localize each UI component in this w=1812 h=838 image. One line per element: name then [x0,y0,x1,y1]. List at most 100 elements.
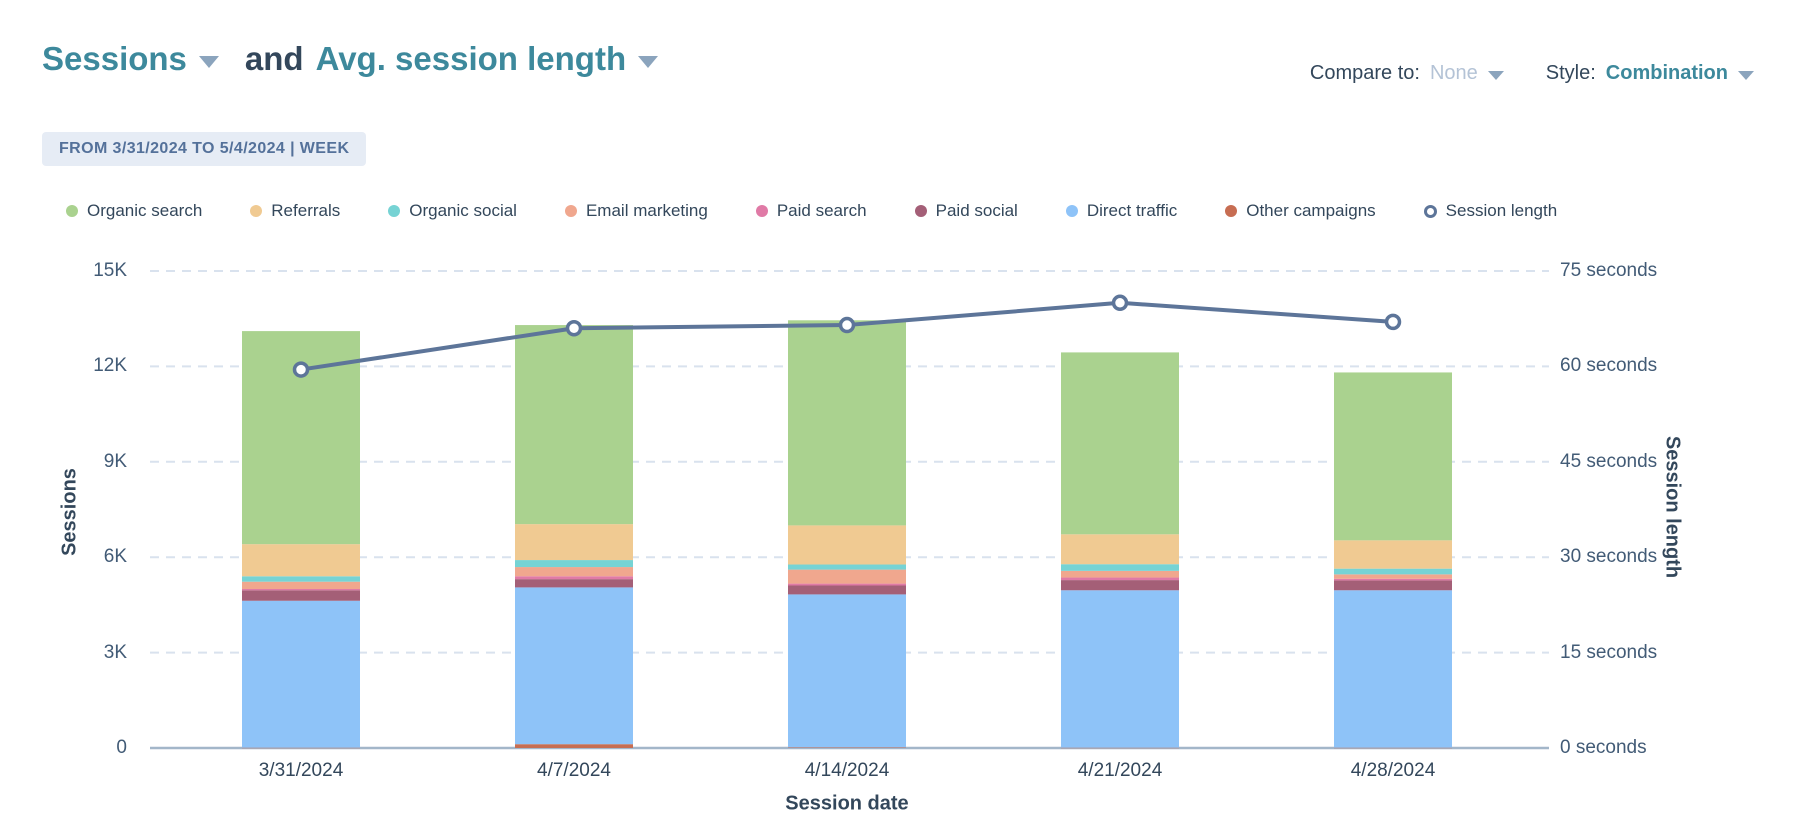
bar-segment-paid-social-4/21/2024[interactable] [1061,580,1179,591]
bar-segment-organic-social-4/21/2024[interactable] [1061,564,1179,571]
line-marker-4/28/2024[interactable] [1384,313,1402,331]
x-tick-4/7/2024: 4/7/2024 [537,760,611,781]
bar-segment-referrals-4/28/2024[interactable] [1334,540,1452,569]
bar-segment-email-marketing-4/7/2024[interactable] [515,567,633,577]
compare-to-caret-icon[interactable] [1487,71,1504,80]
y-right-tick-75 seconds: 75 seconds [1560,260,1658,281]
line-marker-4/21/2024[interactable] [1111,294,1129,312]
bar-segment-organic-social-4/14/2024[interactable] [788,564,906,570]
legend-item-session-length[interactable]: Session length [1423,201,1558,221]
x-tick-3/31/2024: 3/31/2024 [258,760,344,781]
bar-segment-direct-traffic-3/31/2024[interactable] [242,600,360,748]
bar-segment-referrals-4/14/2024[interactable] [788,525,906,565]
series-dot-icon [564,205,577,217]
line-marker-4/14/2024[interactable] [838,316,856,334]
bar-segment-email-marketing-4/21/2024[interactable] [1061,570,1179,578]
y-right-tick-60 seconds: 60 seconds [1560,355,1658,377]
bar-segment-other-campaigns-4/7/2024[interactable] [515,744,633,748]
right-axis-title: Session length [1661,435,1684,579]
legend-label: Paid search [776,201,867,220]
metric-1-caret-icon[interactable] [198,56,219,68]
bar-segment-email-marketing-4/14/2024[interactable] [788,569,906,584]
bar-segment-other-campaigns-4/21/2024[interactable] [1061,747,1179,749]
ring-marker-icon [1423,204,1437,218]
bar-segment-direct-traffic-4/28/2024[interactable] [1334,590,1452,748]
bar-segment-referrals-3/31/2024[interactable] [242,544,360,577]
legend-item-paid-search[interactable]: Paid search [755,201,867,221]
legend-item-direct-traffic[interactable]: Direct traffic [1065,201,1178,221]
legend-label: Other campaigns [1246,201,1376,220]
series-dot-icon [914,205,927,217]
x-tick-4/14/2024: 4/14/2024 [804,760,890,781]
bar-segment-paid-search-4/28/2024[interactable] [1334,578,1452,581]
x-tick-4/21/2024: 4/21/2024 [1077,760,1163,781]
bar-segment-organic-social-4/28/2024[interactable] [1334,568,1452,575]
chart-legend: Organic search Referrals Organic social Ema… [66,201,1557,221]
title-conjunction: and [244,40,304,77]
legend-item-email-marketing[interactable]: Email marketing [564,201,708,221]
legend-item-other-campaigns[interactable]: Other campaigns [1225,201,1376,221]
y-right-tick-15 seconds: 15 seconds [1560,641,1658,663]
bar-segment-paid-search-4/21/2024[interactable] [1061,577,1179,581]
line-marker-4/7/2024[interactable] [565,319,583,337]
y-right-tick-30 seconds: 30 seconds [1560,546,1658,568]
series-dot-icon [250,205,263,217]
style-label: Style: [1545,62,1596,84]
style-caret-icon[interactable] [1738,71,1754,80]
y-left-tick-0: 0 [116,737,127,758]
bar-segment-paid-search-4/14/2024[interactable] [788,583,906,586]
bar-segment-other-campaigns-4/28/2024[interactable] [1334,747,1452,749]
y-left-tick-3K: 3K [103,641,127,663]
metric-2-dropdown[interactable]: Avg. session length [315,40,627,77]
x-axis-title: Session date [785,792,909,815]
legend-label: Session length [1445,201,1558,220]
left-axis-title: Sessions [58,468,81,556]
series-dot-icon [1225,205,1238,217]
line-marker-3/31/2024[interactable] [292,361,310,378]
bar-segment-organic-search-4/28/2024[interactable] [1334,372,1452,541]
legend-label: Paid social [935,201,1018,220]
legend-label: Organic social [409,201,517,220]
series-dot-icon [1065,205,1078,217]
legend-item-paid-social[interactable]: Paid social [914,201,1018,221]
bar-segment-organic-social-3/31/2024[interactable] [242,576,360,582]
bar-segment-referrals-4/21/2024[interactable] [1061,534,1179,565]
series-dot-icon [388,205,401,217]
style-value[interactable]: Combination [1605,62,1728,84]
metric-1-dropdown[interactable]: Sessions [42,40,187,77]
bar-segment-paid-search-3/31/2024[interactable] [242,589,360,591]
bar-segment-paid-social-4/7/2024[interactable] [515,579,633,588]
bar-segment-email-marketing-4/28/2024[interactable] [1334,574,1452,579]
bar-segment-other-campaigns-4/14/2024[interactable] [788,747,906,748]
compare-to-value[interactable]: None [1429,62,1478,84]
bar-segment-organic-social-4/7/2024[interactable] [515,560,633,568]
bar-segment-organic-search-4/14/2024[interactable] [788,320,906,526]
metric-2-caret-icon[interactable] [638,56,659,68]
legend-item-organic-search[interactable]: Organic search [66,201,202,221]
bar-segment-organic-search-4/7/2024[interactable] [515,325,633,525]
bar-segment-paid-search-4/7/2024[interactable] [515,576,633,580]
compare-to-label: Compare to: [1309,62,1420,84]
legend-label: Direct traffic [1086,201,1178,220]
bar-segment-paid-social-4/28/2024[interactable] [1334,580,1452,591]
bar-segment-direct-traffic-4/7/2024[interactable] [515,587,633,745]
legend-item-referrals[interactable]: Referrals [250,201,340,221]
legend-label: Organic search [87,201,203,220]
legend-item-organic-social[interactable]: Organic social [388,201,517,221]
y-left-tick-6K: 6K [103,546,127,568]
x-tick-4/28/2024: 4/28/2024 [1350,760,1436,781]
bar-segment-email-marketing-3/31/2024[interactable] [242,581,360,589]
bar-segment-other-campaigns-3/31/2024[interactable] [242,747,360,749]
y-left-tick-12K: 12K [93,355,127,377]
bar-segment-organic-search-4/21/2024[interactable] [1061,352,1179,535]
y-left-tick-15K: 15K [93,260,127,281]
bar-segment-direct-traffic-4/14/2024[interactable] [788,594,906,748]
bar-segment-paid-social-4/14/2024[interactable] [788,585,906,595]
bar-segment-referrals-4/7/2024[interactable] [515,524,633,561]
bar-segment-direct-traffic-4/21/2024[interactable] [1061,590,1179,748]
series-dot-icon [66,205,78,217]
chart-controls: Compare to: None Style: Combination [1310,62,1754,85]
y-left-tick-9K: 9K [103,450,127,472]
bar-segment-paid-social-3/31/2024[interactable] [242,590,360,601]
